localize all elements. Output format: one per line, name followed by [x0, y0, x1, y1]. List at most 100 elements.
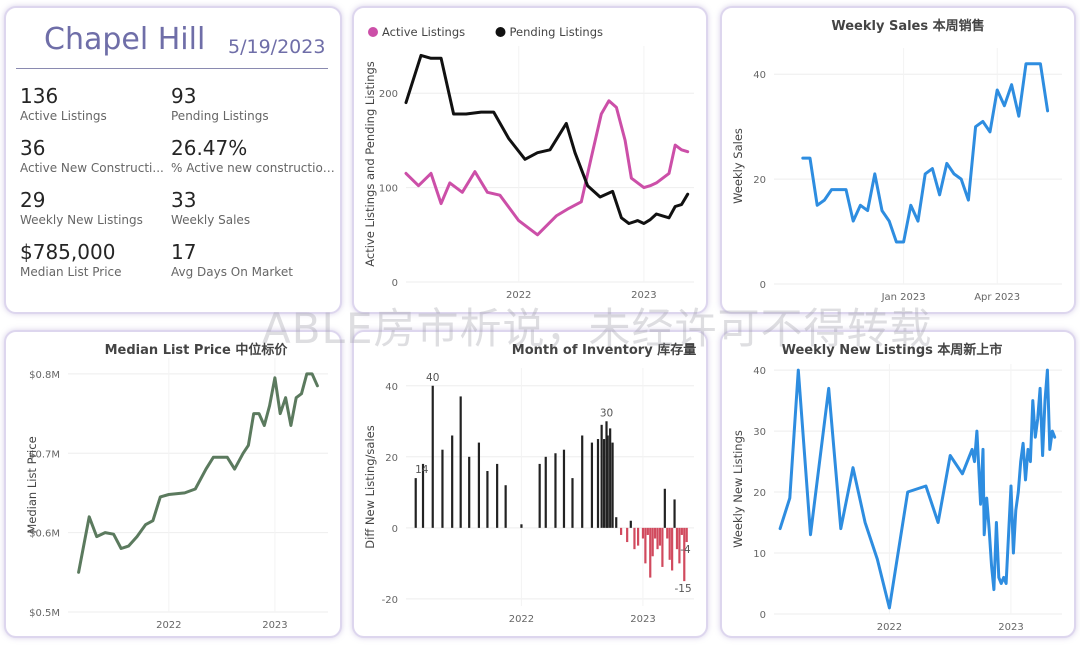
bar — [562, 449, 566, 528]
median-price-chart-card[interactable]: Median List Price 中位标价 $0.5M $0.6M $0.7M $0.… — [4, 330, 342, 638]
bar — [685, 527, 688, 543]
x-tick-label: 2023 — [262, 620, 287, 631]
weekly-sales-chart-card[interactable]: Weekly Sales 本周销售 0 20 40 Jan 2023 Apr 2023 We… — [720, 6, 1076, 314]
x-tick-label: 2022 — [877, 622, 902, 633]
bar — [646, 527, 649, 535]
y-tick-label: 20 — [753, 488, 766, 499]
y-tick-label: 40 — [385, 382, 398, 393]
x-tick-label: Apr 2023 — [974, 292, 1020, 303]
bar — [496, 463, 499, 528]
months-inventory-chart-card[interactable]: Month of Inventory 库存量 -20 0 20 40 2022 2023 Di… — [352, 330, 708, 638]
bar — [656, 527, 659, 550]
listings-chart-card[interactable]: 0 100 200 2022 2023 Active Listings and Pendi… — [352, 6, 708, 314]
data-label: 40 — [426, 372, 439, 384]
y-axis-label: Weekly Sales — [731, 128, 745, 204]
bar — [544, 456, 547, 528]
x-tick-label: 2023 — [630, 614, 655, 625]
y-tick-label: $0.7M — [29, 449, 60, 460]
divider — [16, 68, 328, 69]
y-tick-label: 20 — [753, 175, 766, 186]
bar — [658, 527, 662, 546]
series-line — [404, 99, 690, 237]
kpi-label: Pending Listings — [171, 109, 269, 123]
legend-marker — [368, 27, 378, 37]
kpi-value: 93 — [171, 84, 197, 108]
kpi-item: 33 Weekly Sales — [171, 188, 331, 228]
weekly-sales-chart[interactable]: Weekly Sales 本周销售 0 20 40 Jan 2023 Apr 2023 We… — [722, 8, 1074, 312]
bar — [459, 396, 462, 528]
y-tick-label: 200 — [379, 89, 398, 100]
bar — [637, 527, 640, 546]
kpi-item: 29 Weekly New Listings — [20, 188, 180, 228]
bar — [421, 463, 425, 528]
median-price-chart[interactable]: Median List Price 中位标价 $0.5M $0.6M $0.7M $0.… — [6, 332, 340, 636]
y-axis-label: Median List Price — [25, 436, 39, 533]
bar — [504, 485, 507, 528]
data-label: -15 — [674, 583, 691, 595]
x-tick-label: 2022 — [156, 620, 181, 631]
bar — [571, 478, 574, 528]
bar — [615, 517, 618, 528]
bar — [538, 463, 541, 528]
bar — [600, 424, 603, 528]
months-inventory-chart[interactable]: Month of Inventory 库存量 -20 0 20 40 2022 2023 Di… — [354, 332, 706, 636]
y-axis-label: Diff New Listing/sales — [363, 425, 377, 548]
legend-marker — [495, 27, 506, 37]
x-tick-label: 2022 — [509, 614, 534, 625]
bar — [649, 527, 652, 578]
y-tick-label: 10 — [753, 549, 766, 560]
kpi-value: 17 — [171, 240, 197, 264]
bar — [431, 385, 434, 528]
kpi-value: $785,000 — [20, 240, 116, 264]
bar — [629, 520, 632, 528]
x-tick-label: 2022 — [506, 290, 531, 301]
kpi-item: 26.47%% Active new constructions — [171, 136, 336, 176]
report-date: 5/19/2023 — [228, 36, 326, 58]
kpi-label: % Active new constructions — [171, 161, 336, 175]
series-line — [801, 62, 1050, 244]
weekly-new-listings-chart-card[interactable]: Weekly New Listings 本周新上市 0 10 20 30 40 2022 20… — [720, 330, 1076, 638]
bar — [626, 527, 629, 543]
legend-label: Active Listings — [382, 25, 465, 39]
bar — [680, 527, 683, 535]
kpi-label: Active Listings — [20, 109, 107, 123]
y-tick-label: 40 — [753, 70, 766, 81]
y-axis-label: Weekly New Listings — [731, 430, 745, 548]
listings-chart[interactable]: 0 100 200 2022 2023 Active Listings and Pendi… — [354, 8, 706, 312]
kpi-value: 136 — [20, 84, 59, 108]
bar — [678, 527, 681, 564]
kpi-item: 17 Avg Days On Market — [171, 240, 331, 280]
kpi-value: 36 — [20, 136, 46, 160]
kpi-label: Active New Constructi... — [20, 161, 164, 175]
y-tick-label: 100 — [379, 184, 398, 195]
bar — [661, 527, 664, 567]
bar — [666, 527, 669, 539]
bar — [602, 439, 606, 528]
kpi-item: $785,000 Median List Price — [20, 240, 180, 280]
kpi-label: Weekly New Listings — [20, 213, 143, 227]
kpi-label: Median List Price — [20, 265, 122, 279]
bar — [619, 527, 623, 535]
weekly-new-listings-chart[interactable]: Weekly New Listings 本周新上市 0 10 20 30 40 2022 20… — [722, 332, 1074, 636]
x-tick-label: 2023 — [631, 290, 656, 301]
bar — [554, 453, 557, 528]
data-label: 30 — [600, 407, 613, 419]
y-tick-label: $0.5M — [29, 608, 60, 619]
chart-title: Weekly Sales 本周销售 — [831, 18, 984, 34]
y-axis-label: Active Listings and Pending Listings — [363, 61, 377, 267]
bar — [673, 499, 676, 528]
kpi-item: 93 Pending Listings — [171, 84, 331, 124]
kpi-item: 36 Active New Constructi... — [20, 136, 180, 176]
bar — [596, 439, 600, 528]
y-tick-label: 0 — [760, 280, 766, 291]
bar — [451, 435, 454, 528]
bar — [581, 435, 584, 528]
bar — [590, 442, 594, 528]
bar — [671, 527, 674, 571]
kpi-card: Chapel Hill 5/19/2023 136 Active Listings… — [4, 6, 342, 314]
y-tick-label: $0.6M — [29, 529, 60, 540]
bar — [668, 527, 671, 560]
y-tick-label: 30 — [753, 427, 766, 438]
y-tick-label: 20 — [385, 453, 398, 464]
chart-title: Weekly New Listings 本周新上市 — [782, 342, 1003, 358]
